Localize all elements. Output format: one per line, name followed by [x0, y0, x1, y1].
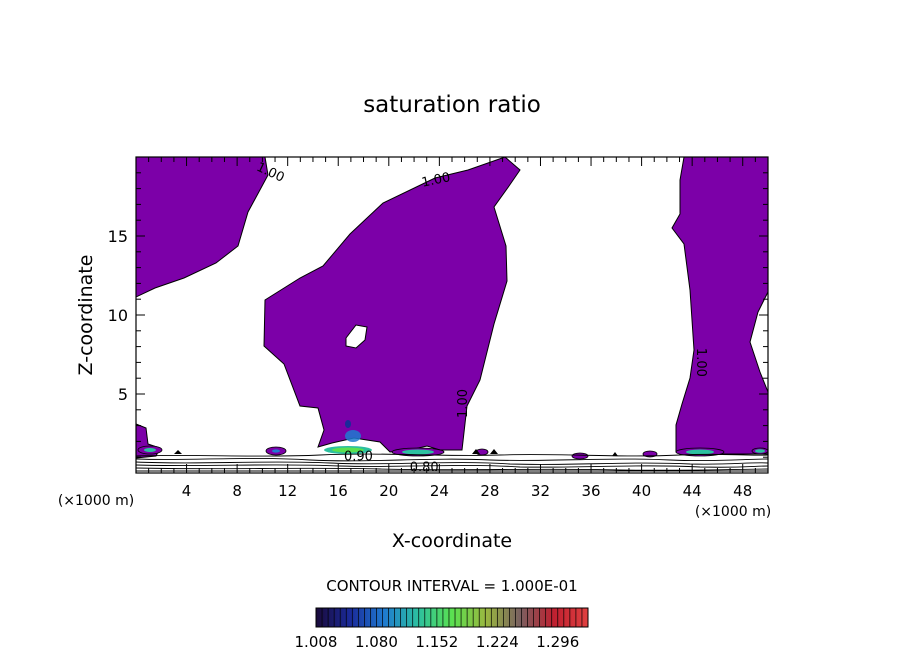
y-tick-label: 5: [118, 385, 128, 404]
contour-hole: [345, 324, 368, 349]
x-tick-label: 40: [632, 482, 651, 500]
x-tick-label: 16: [329, 482, 348, 500]
high-value-patches: [144, 420, 765, 455]
colorbar-tick-labels: 1.008 1.080 1.152 1.224 1.296: [295, 633, 580, 651]
colorbar-tick-label: 1.008: [295, 633, 338, 651]
y-axis-label: Z-coordinate: [75, 255, 97, 376]
x-tick-labels: 4 8 12 16 20 24 28 32 36 40 44 48: [182, 482, 752, 500]
x-tick-label: 28: [480, 482, 499, 500]
contour-label: 1.00: [420, 170, 451, 191]
x-tick-label: 12: [278, 482, 297, 500]
x-tick-label: 4: [182, 482, 192, 500]
colorbar: 1.008 1.080 1.152 1.224 1.296: [295, 607, 589, 651]
x-unit-label-right: (×1000 m): [695, 504, 771, 520]
contour-region-1: [136, 157, 269, 298]
y-tick-label: 10: [108, 306, 128, 325]
x-tick-label: 8: [232, 482, 242, 500]
x-tick-label: 44: [683, 482, 702, 500]
x-unit-label-left: (×1000 m): [58, 493, 134, 509]
x-tick-label: 24: [430, 482, 449, 500]
contour-interval-text: CONTOUR INTERVAL = 1.000E-01: [326, 577, 577, 595]
x-axis-label: X-coordinate: [392, 530, 512, 552]
y-tick-labels: 5 10 15: [108, 227, 128, 404]
colorbar-tick-label: 1.296: [536, 633, 579, 651]
contour-label: 0.90: [344, 449, 373, 464]
x-tick-label: 36: [581, 482, 600, 500]
x-tick-label: 48: [733, 482, 752, 500]
colorbar-tick-label: 1.224: [476, 633, 519, 651]
x-tick-label: 20: [379, 482, 398, 500]
colorbar-lines: [321, 608, 583, 627]
colorbar-tick-label: 1.080: [355, 633, 398, 651]
colorbar-gradient: [315, 607, 589, 628]
plot-area: 1.00 1.001.001.000.900.80 4 8 12 16 20 24 28 32 3…: [108, 156, 769, 500]
colorbar-tick-label: 1.152: [415, 633, 458, 651]
chart-title: saturation ratio: [363, 92, 541, 118]
axis-ticks: [136, 157, 768, 473]
contour-label: 1.00: [456, 389, 471, 418]
x-tick-label: 32: [531, 482, 550, 500]
y-tick-label: 15: [108, 227, 128, 246]
contour-label: 1.00: [693, 348, 708, 377]
contour-label: 0.80: [410, 460, 439, 475]
contour-fills: [136, 157, 768, 472]
